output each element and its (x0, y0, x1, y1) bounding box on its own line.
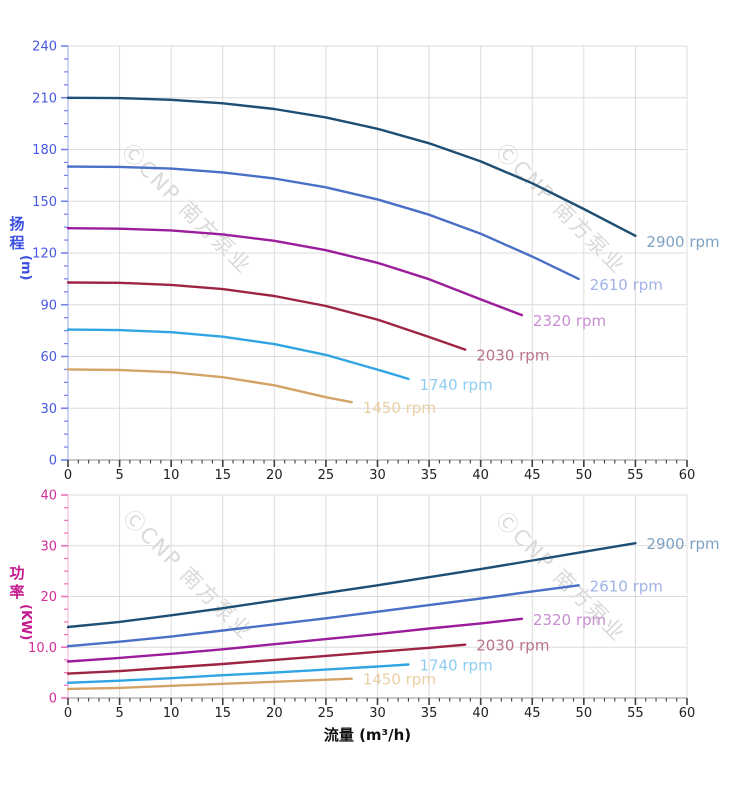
y-tick-label: 10.0 (28, 641, 57, 656)
y-tick-label: 150 (32, 195, 57, 210)
curve-label-2900-rpm: 2900 rpm (646, 233, 719, 251)
x-tick-label: 45 (524, 706, 541, 721)
x-tick-label: 5 (115, 706, 123, 721)
x-tick-label: 55 (627, 706, 644, 721)
x-tick-label: 40 (472, 706, 489, 721)
y-axis-title-unit: (KW) (18, 604, 33, 640)
x-tick-label: 40 (472, 468, 489, 483)
curve-1740-rpm (66, 663, 410, 684)
y-tick-label: 240 (32, 40, 57, 55)
curve-label-2610-rpm: 2610 rpm (590, 276, 663, 294)
y-tick-label: 30 (40, 402, 57, 417)
curve-label-2030-rpm: 2030 rpm (476, 347, 549, 365)
x-tick-label: 60 (679, 706, 696, 721)
curve-2900-rpm (66, 96, 637, 237)
x-tick-label: 55 (627, 468, 644, 483)
y-tick-label: 90 (40, 298, 57, 313)
watermark-text: ⒸCNP 南方泵业 (118, 505, 257, 644)
curve-label-1740-rpm: 1740 rpm (419, 376, 492, 394)
curve-2320-rpm (66, 227, 524, 317)
curve-1450-rpm (66, 677, 353, 691)
y-tick-label: 0 (49, 454, 57, 469)
x-tick-label: 10 (163, 468, 180, 483)
x-tick-label: 25 (318, 468, 335, 483)
x-tick-label: 20 (266, 706, 283, 721)
curve-2030-rpm (66, 643, 467, 675)
x-tick-label: 15 (214, 468, 231, 483)
y-tick-label: 60 (40, 350, 57, 365)
x-tick-label: 10 (163, 706, 180, 721)
curve-1740-rpm (66, 328, 410, 381)
curve-1450-rpm (66, 368, 353, 404)
x-tick-label: 20 (266, 468, 283, 483)
y-axis-title-char: 扬 (9, 215, 24, 233)
watermark-text: ⒸCNP 南方泵业 (117, 139, 256, 278)
curve-label-2030-rpm: 2030 rpm (476, 637, 549, 655)
x-tick-label: 45 (524, 468, 541, 483)
y-axis-title-char: 功 (9, 564, 24, 582)
y-tick-label: 210 (32, 91, 57, 106)
y-tick-label: 40 (40, 489, 57, 504)
y-axis-title-unit: (m) (18, 255, 33, 280)
x-tick-label: 25 (318, 706, 335, 721)
y-tick-label: 180 (32, 143, 57, 158)
curve-label-2900-rpm: 2900 rpm (646, 535, 719, 553)
curve-2320-rpm (66, 617, 524, 663)
curve-label-1450-rpm: 1450 rpm (363, 671, 436, 689)
y-tick-label: 120 (32, 247, 57, 262)
y-axis-title-char: 程 (9, 234, 24, 252)
x-tick-label: 0 (64, 468, 72, 483)
x-tick-label: 60 (679, 468, 696, 483)
curve-label-1450-rpm: 1450 rpm (363, 399, 436, 417)
x-tick-label: 5 (115, 468, 123, 483)
x-tick-label: 50 (576, 468, 593, 483)
x-tick-label: 35 (421, 706, 438, 721)
curve-2610-rpm (66, 584, 580, 648)
curve-2900-rpm (66, 542, 637, 629)
curve-label-2320-rpm: 2320 rpm (533, 312, 606, 330)
curve-2610-rpm (66, 165, 580, 281)
x-tick-label: 30 (369, 706, 386, 721)
y-axis-title-char: 率 (9, 583, 24, 601)
y-tick-label: 0 (49, 692, 57, 707)
curve-2030-rpm (66, 281, 467, 351)
x-axis-title: 流量 (m³/h) (324, 726, 411, 744)
x-tick-label: 30 (369, 468, 386, 483)
x-tick-label: 15 (214, 706, 231, 721)
x-tick-label: 35 (421, 468, 438, 483)
x-tick-label: 50 (576, 706, 593, 721)
watermark-text: ⒸCNP 南方泵业 (491, 139, 630, 278)
x-tick-label: 0 (64, 706, 72, 721)
curve-label-1740-rpm: 1740 rpm (419, 657, 492, 675)
curve-label-2610-rpm: 2610 rpm (590, 577, 663, 595)
y-tick-label: 30 (40, 539, 57, 554)
curve-label-2320-rpm: 2320 rpm (533, 611, 606, 629)
y-tick-label: 20 (40, 590, 57, 605)
